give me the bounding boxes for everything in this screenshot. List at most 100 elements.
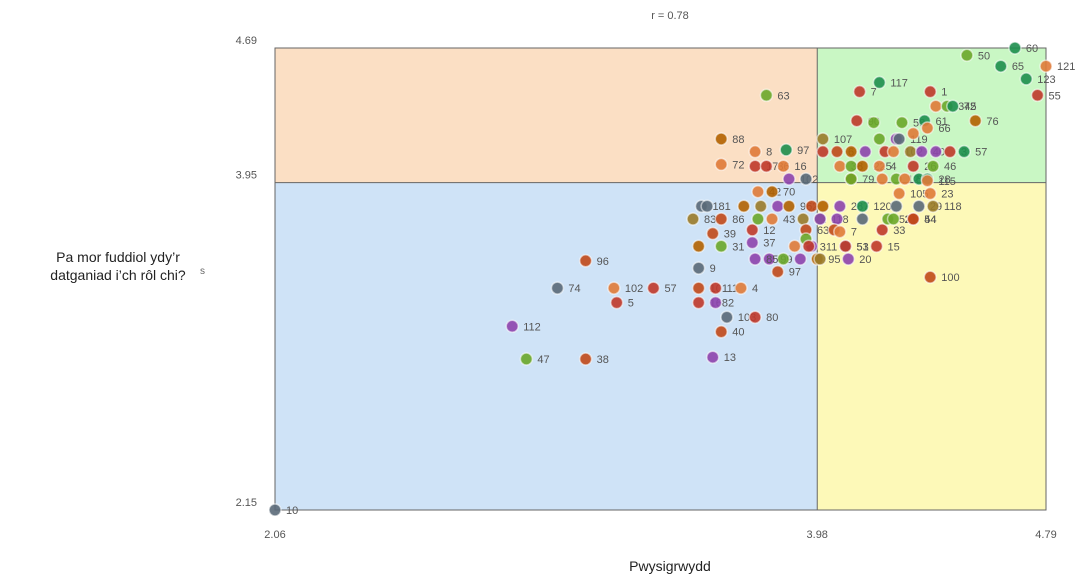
data-point: 72: [714, 157, 744, 171]
data-point-marker: [779, 143, 793, 157]
data-point: 83: [686, 212, 716, 226]
data-point-marker: [745, 235, 760, 250]
data-point-label: 123: [1037, 74, 1055, 86]
data-point: 123: [1019, 72, 1056, 86]
data-point: [691, 239, 706, 254]
data-point-marker: [926, 159, 940, 173]
data-point: 31: [714, 239, 744, 253]
data-point: 57: [957, 144, 987, 159]
data-point: 43: [765, 212, 795, 226]
data-point: 23: [923, 186, 953, 201]
data-point-marker: [804, 199, 819, 213]
data-point: 115: [920, 174, 956, 188]
data-point-label: 46: [944, 161, 956, 173]
data-point: 4: [734, 281, 758, 295]
data-point: 8: [748, 144, 772, 159]
data-point-marker: [926, 199, 940, 213]
data-point: [751, 212, 765, 226]
data-point: 5: [609, 295, 634, 310]
data-point: 60: [1008, 41, 1038, 55]
data-point: 105: [892, 186, 929, 201]
data-point-marker: [578, 254, 593, 268]
data-point: [787, 239, 802, 254]
data-point: [708, 295, 723, 310]
data-point: 63: [799, 223, 829, 237]
data-point-marker: [920, 174, 935, 188]
data-point-marker: [892, 132, 906, 146]
data-point-label: 7: [851, 227, 857, 239]
data-point-label: 95: [828, 254, 840, 266]
data-point-label: 50: [978, 50, 990, 62]
data-point-label: 66: [938, 123, 950, 135]
data-point: 66: [920, 121, 951, 135]
data-point-label: 4: [752, 283, 758, 295]
data-point-label: 345: [958, 101, 976, 113]
data-point-marker: [906, 126, 921, 141]
data-point: 50: [960, 48, 990, 62]
data-point: [929, 144, 943, 159]
data-point-label: 10: [286, 505, 298, 517]
data-point-marker: [895, 115, 909, 130]
data-point-label: 7: [871, 87, 877, 99]
data-point: [906, 126, 921, 141]
data-point: 46: [926, 159, 956, 173]
y-axis-label-line1: Pa mor fuddiol ydy’r: [56, 249, 180, 265]
data-point-marker: [994, 59, 1008, 73]
data-point-marker: [578, 352, 593, 366]
data-point: 70: [765, 184, 795, 199]
data-point: [754, 199, 768, 213]
data-point-marker: [734, 281, 748, 295]
data-point-label: 96: [597, 256, 609, 268]
data-point: 97: [770, 264, 801, 279]
data-point: [903, 144, 918, 159]
data-point: 7: [833, 224, 857, 239]
data-point-marker: [906, 159, 921, 173]
data-point: [816, 199, 830, 213]
data-point: [866, 115, 881, 130]
data-point-marker: [872, 132, 887, 146]
data-point-marker: [892, 186, 906, 201]
data-point: 39: [705, 226, 736, 241]
data-point-label: 11: [727, 283, 738, 295]
data-point-label: 97: [789, 267, 801, 279]
data-point: 37: [745, 235, 776, 250]
data-point: 117: [872, 75, 908, 90]
data-point-marker: [869, 239, 884, 254]
data-point-label: 79: [862, 174, 874, 186]
data-point-marker: [748, 310, 762, 324]
data-point-marker: [1008, 41, 1022, 55]
data-point-marker: [505, 319, 519, 334]
data-point: [844, 159, 858, 173]
data-point-label: 115: [938, 176, 956, 188]
data-point: 65: [994, 59, 1024, 73]
data-point-label: 9: [710, 263, 716, 275]
data-point-marker: [844, 172, 858, 186]
data-point-marker: [906, 212, 921, 226]
data-point-marker: [920, 121, 935, 135]
x-axis-label: Pwysigrwydd: [629, 558, 711, 574]
data-point-marker: [813, 252, 827, 266]
data-point-label: 20: [859, 254, 871, 266]
data-point-marker: [844, 159, 858, 173]
data-point-marker: [705, 226, 720, 241]
data-point-marker: [782, 199, 796, 213]
data-point: 120: [855, 199, 892, 213]
y-tick-label: 3.95: [236, 170, 257, 182]
data-point-marker: [793, 252, 808, 266]
data-point-marker: [770, 264, 785, 279]
data-point-marker: [708, 295, 723, 310]
data-point-marker: [759, 88, 774, 103]
data-point: 10: [268, 503, 298, 517]
data-point-label: 39: [724, 229, 736, 241]
data-point-label: 4: [890, 161, 896, 173]
data-point: 311: [802, 239, 837, 253]
data-point-label: 5: [628, 298, 634, 310]
data-point-label: 1: [941, 87, 947, 99]
data-point-marker: [858, 144, 873, 159]
data-point-marker: [946, 99, 960, 113]
data-point: 12: [745, 223, 776, 237]
data-point: [858, 144, 873, 159]
x-tick-label: 2.06: [264, 529, 285, 541]
data-point-marker: [745, 223, 760, 237]
x-tick-label: 4.79: [1035, 529, 1056, 541]
